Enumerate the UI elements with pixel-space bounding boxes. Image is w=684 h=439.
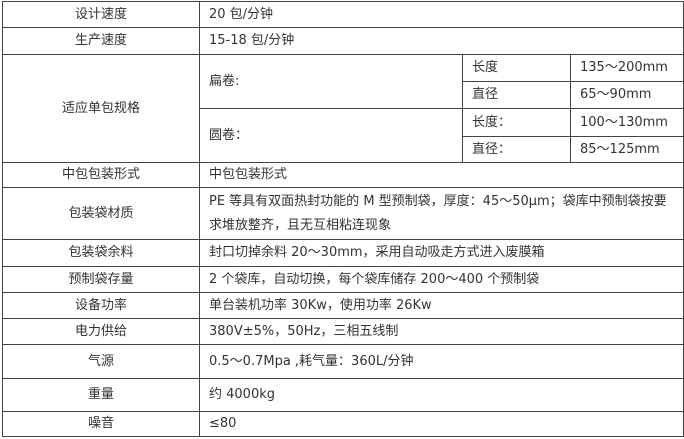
row-value: 0.5～0.7Mpa ,耗气量：360L/分钟 <box>199 344 684 379</box>
table-row: 直径： 85～125mm <box>3 136 684 163</box>
row-value: 中包包装形式 <box>199 162 684 188</box>
table-row: 预制袋存量 2 个袋库，自动切换，每个袋库储存 200～400 个预制袋 <box>2 266 684 293</box>
row-label: 电力供给 <box>2 318 200 345</box>
table-row: 生产速度 15-18 包/分钟 <box>2 27 684 55</box>
group-name: 圆卷： <box>199 108 463 163</box>
row-label: 包装袋材质 <box>2 187 200 240</box>
row-label: 设备功率 <box>2 292 200 319</box>
row-value: 2 个袋库，自动切换，每个袋库储存 200～400 个预制袋 <box>199 266 684 293</box>
sub-value: 135～200mm <box>570 54 684 82</box>
table-row: 噪音 ≤80 <box>2 411 684 437</box>
row-value: 15-18 包/分钟 <box>199 27 684 55</box>
table-row: 适应单包规格 扁卷: 长度 135～200mm <box>2 54 684 163</box>
table-row: 气源 0.5～0.7Mpa ,耗气量：360L/分钟 <box>2 344 684 379</box>
row-label: 气源 <box>2 344 200 379</box>
row-value: ≤80 <box>199 411 684 437</box>
row-label: 生产速度 <box>2 27 200 55</box>
row-label: 预制袋存量 <box>2 266 200 293</box>
table-row: 包装袋材质 PE 等具有双面热封功能的 M 型预制袋，厚度：45～50μm；袋库中… <box>2 187 684 240</box>
row-label: 噪音 <box>2 411 200 437</box>
sub-value: 85～125mm <box>570 136 684 163</box>
table-row: 设计速度 20 包/分钟 <box>2 1 684 28</box>
sub-label: 直径 <box>462 81 571 109</box>
row-label: 中包包装形式 <box>2 162 200 188</box>
row-value: 单台装机功率 30Kw，使用功率 26Kw <box>199 292 684 319</box>
sub-value: 100～130mm <box>570 108 684 137</box>
row-value: 封口切掉余料 20～30mm，采用自动吸走方式进入废膜箱 <box>199 239 684 267</box>
row-value: 20 包/分钟 <box>199 1 684 28</box>
table-row: 中包包装形式 中包包装形式 <box>2 162 684 188</box>
table-row: 直径 65～90mm <box>3 81 684 109</box>
row-value: 约 4000kg <box>199 378 684 412</box>
row-value: 380V±5%，50Hz，三相五线制 <box>199 318 684 345</box>
group-name: 扁卷: <box>199 54 463 109</box>
row-label: 设计速度 <box>2 1 200 28</box>
row-value: PE 等具有双面热封功能的 M 型预制袋，厚度：45～50μm；袋库中预制袋按要… <box>199 187 684 240</box>
row-label: 适应单包规格 <box>2 54 200 163</box>
table-row: 重量约 4000kg <box>2 378 684 412</box>
table-row: 电力供给 380V±5%，50Hz，三相五线制 <box>2 318 684 345</box>
table-row: 设备功率 单台装机功率 30Kw，使用功率 26Kw <box>2 292 684 319</box>
row-label: 包装袋余料 <box>2 239 200 267</box>
sub-value: 65～90mm <box>570 81 684 109</box>
sub-label: 长度 <box>462 54 571 82</box>
table-row: 包装袋余料 封口切掉余料 20～30mm，采用自动吸走方式进入废膜箱 <box>2 239 684 267</box>
table-row: 圆卷： 长度： 100～130mm <box>3 108 684 163</box>
sub-label: 长度： <box>462 108 571 137</box>
row-label: 重量 <box>2 378 200 412</box>
sub-label: 直径： <box>462 136 571 163</box>
